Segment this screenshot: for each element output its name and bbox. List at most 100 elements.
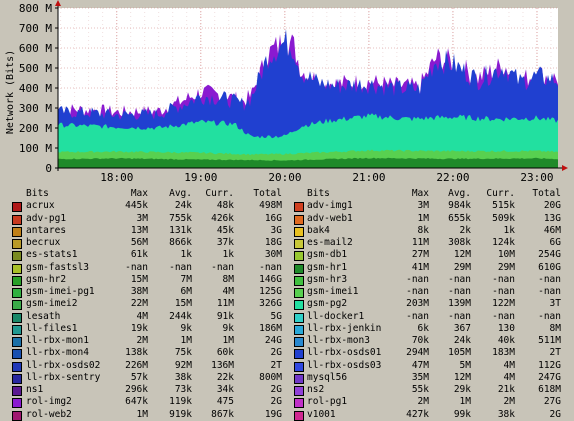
legend-row: rol-img2 647k 119k 475 2G [0,396,574,409]
x-tick-label: 23:00 [520,171,553,184]
legend-series-name: bak4 [307,224,330,236]
legend-total-value: 2G [270,384,282,395]
legend-row: gsm-imei-pg1 38M 6M 4M 125G [0,286,574,298]
legend-avg-value: 919k [169,408,192,420]
legend-avg-value: 984k [448,200,471,212]
legend-swatch [294,398,304,409]
legend-swatch [294,337,304,347]
legend-swatch [294,324,304,335]
legend-swatch [294,275,304,286]
legend-avg-value: 29M [453,261,471,273]
legend-swatch [294,263,304,274]
legend-swatch [12,349,22,360]
legend-swatch [12,300,22,311]
legend-avg-value: 105M [448,347,471,359]
legend-series-name: adv-pg1 [26,212,67,224]
legend-max-value: 1M [417,212,429,224]
y-tick-label: 300 M [19,102,52,115]
legend-curr-value: 22k [216,371,234,383]
legend-max-value: -nan [406,273,429,285]
legend-curr-value: 515k [492,200,515,212]
legend-max-value: -nan [406,310,429,322]
legend-total-value: 20G [543,200,561,212]
legend-curr-value: 426k [211,212,234,224]
legend-header-curr: Curr. [205,188,234,199]
legend-avg-value: 1k [180,249,192,261]
x-tick-label: 19:00 [184,171,217,184]
area-gsm-hr1 [58,157,558,168]
legend-max-value: -nan [406,286,429,297]
legend-row: ll-rbx-osds01 294M 105M 183M 2T [0,347,574,360]
legend-avg-value: 24k [174,200,192,212]
legend-swatch [294,239,304,249]
legend-swatch [12,214,22,225]
legend-header: Bits Max Avg. Curr. Total [0,188,574,200]
legend-curr-value: 509k [492,212,515,224]
legend-total-value: 19G [264,408,282,420]
legend-row: acrux 445k 24k 48k 498M [0,200,574,213]
y-tick-label: 100 M [19,142,52,155]
legend-row: bak4 8k 2k 1k 46M [0,225,574,237]
legend-avg-value: 92M [174,359,192,371]
legend-avg-value: 1M [180,335,192,346]
legend-row: v1001 427k 99k 38k 2G [0,409,574,421]
legend-row: ll-rbx-mon4 138k 75k 60k 2G [0,347,574,360]
legend-total-value: 46M [543,224,561,236]
legend-series-name: mysql56 [307,371,348,383]
legend-series-name: ll-rbx-mon3 [307,335,370,346]
legend-row: ns2 55k 29k 21k 618M [0,384,574,396]
legend-avg-value: 99k [453,408,471,420]
legend-series-name: ll-rbx-osds03 [307,359,382,371]
legend-total-value: 13G [543,212,561,224]
legend-avg-value: 5M [459,359,471,371]
legend-swatch [12,263,22,274]
legend-total-value: 24G [264,335,282,346]
legend-curr-value: 136M [211,359,234,371]
legend-curr-value: 475 [216,396,234,408]
legend-curr-value: 29M [497,261,515,273]
legend-avg-value: 755k [169,212,192,224]
legend-curr-value: 1k [222,249,234,261]
legend-row: ll-rbx-mon3 70k 24k 40k 511M [0,335,574,347]
legend-row: gsm-hr2 15M 7M 8M 146G [0,274,574,286]
legend-curr-value: -nan [492,310,515,322]
y-tick-label: 500 M [19,62,52,75]
legend-max-value: 8k [417,224,429,236]
x-tick-label: 20:00 [268,171,301,184]
legend-series-name: gsm-pg2 [307,298,348,310]
legend-swatch [12,226,22,237]
legend-series-name: gsm-hr3 [307,273,348,285]
legend-swatch [294,312,304,323]
legend-curr-value: 122M [492,298,515,310]
legend-series-name: gsm-imei1 [307,286,359,297]
legend-max-value: 41M [411,261,429,273]
legend-swatch [294,202,304,213]
legend-total-value: 186M [259,322,282,334]
legend-curr-value: 4M [503,359,515,371]
legend-row: gsm-pg2 203M 139M 122M 3T [0,298,574,311]
legend-max-value: 56M [130,237,148,248]
legend-avg-value: 308k [448,237,471,248]
legend-total-value: 16G [264,212,282,224]
legend-total-value: -nan [538,286,561,297]
legend-curr-value: 10M [497,249,515,261]
legend-curr-value: 37k [216,237,234,248]
legend-swatch [12,373,22,384]
legend-row: rol-web2 1M 919k 867k 19G [0,409,574,421]
legend-avg-value: 1M [459,396,471,408]
legend-series-name: ll-rbx-sentry [26,371,101,383]
legend-swatch [12,410,22,421]
legend-series-name: gsm-db1 [307,249,348,261]
legend-curr-value: 8M [222,273,234,285]
legend-max-value: 15M [130,273,148,285]
legend-total-value: 27G [543,396,561,408]
legend-max-value: 70k [411,335,429,346]
legend-total-value: 618M [538,384,561,395]
legend-swatch [12,251,22,262]
legend-curr-value: 130 [497,322,515,334]
legend-row: gsm-db1 27M 12M 10M 254G [0,249,574,262]
legend-swatch [294,410,304,421]
legend-header-bits: Bits [307,188,330,199]
legend-total-value: -nan [538,273,561,285]
legend-header-total: Total [253,188,282,199]
